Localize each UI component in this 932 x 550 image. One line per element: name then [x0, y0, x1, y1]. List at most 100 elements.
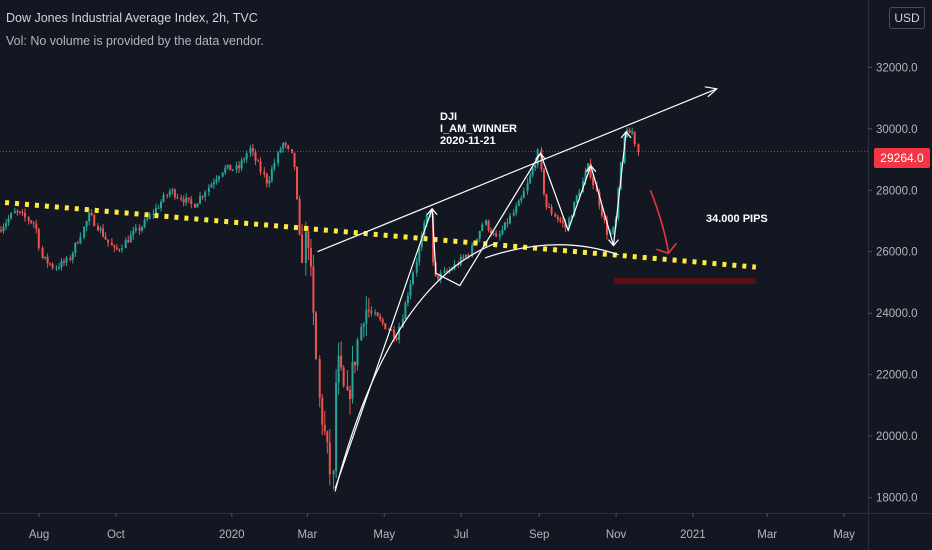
candle-body	[312, 266, 315, 313]
last-price-label: 29264.0	[874, 148, 930, 168]
candle-body	[138, 227, 141, 231]
candle-body	[587, 163, 590, 172]
candle-body	[550, 207, 553, 214]
candle-body	[485, 220, 488, 225]
candle-body	[381, 319, 384, 324]
candle-body	[459, 257, 462, 265]
candle-body	[104, 236, 107, 240]
candle-body	[13, 211, 16, 214]
candle-body	[171, 189, 174, 192]
candle-body	[249, 147, 252, 154]
zigzag-arrowhead	[585, 164, 597, 173]
candle-body	[411, 272, 414, 285]
candle-body	[520, 198, 523, 201]
candle-body	[207, 187, 210, 193]
candle-body	[376, 312, 379, 317]
candle-body	[60, 261, 63, 268]
candle-body	[360, 326, 363, 341]
candle-body	[559, 219, 562, 222]
candle-body	[120, 248, 123, 250]
candle-body	[65, 258, 68, 263]
candle-body	[367, 309, 370, 312]
candle-body	[374, 312, 377, 314]
candle-body	[508, 215, 511, 224]
candle-body	[631, 131, 634, 134]
support-curve	[334, 241, 498, 492]
candle-body	[210, 184, 213, 188]
candle-body	[18, 211, 21, 213]
candle-body	[85, 221, 88, 227]
candle-body	[437, 275, 440, 280]
candle-body	[409, 284, 412, 296]
candle-body	[162, 194, 165, 202]
candle-body	[27, 217, 30, 221]
candle-body	[291, 149, 294, 153]
candle-body	[129, 235, 132, 243]
time-tick-label: Aug	[29, 529, 49, 541]
currency-button[interactable]: USD	[889, 7, 925, 29]
candle-body	[30, 220, 33, 223]
candle-body	[273, 163, 276, 169]
candle-body	[584, 171, 587, 182]
candle-body	[51, 264, 54, 268]
candle-body	[196, 203, 199, 208]
candle-body	[41, 247, 44, 259]
candle-body	[351, 361, 354, 399]
candle-body	[301, 234, 304, 263]
candle-body	[240, 160, 243, 169]
candle-body	[217, 176, 220, 180]
candle-body	[176, 197, 179, 199]
candle-body	[415, 261, 418, 273]
candle-body	[62, 261, 65, 263]
candle-body	[99, 228, 102, 231]
candle-body	[0, 230, 2, 232]
candle-body	[548, 206, 551, 208]
price-tick-label: 32000.0	[876, 62, 918, 74]
annotation-pips[interactable]: 34.000 PIPS	[706, 213, 768, 225]
candle-body	[152, 213, 155, 215]
candle-body	[481, 224, 484, 231]
candle-body	[356, 340, 359, 366]
candle-body	[564, 223, 567, 228]
candle-body	[578, 192, 581, 196]
candle-body	[270, 168, 273, 181]
candle-body	[464, 254, 467, 258]
candle-body	[490, 230, 493, 234]
annotation-author[interactable]: I_AM_WINNER	[440, 123, 518, 135]
candle-body	[370, 311, 373, 313]
candle-body	[49, 263, 52, 265]
candle-body	[498, 234, 501, 237]
candle-body	[157, 207, 160, 209]
candle-body	[201, 196, 204, 198]
candle-body	[603, 215, 606, 221]
candle-body	[256, 160, 259, 162]
annotation-date[interactable]: 2020-11-21	[440, 135, 496, 147]
candle-body	[342, 367, 345, 386]
candle-body	[332, 471, 335, 475]
price-tick-label: 24000.0	[876, 308, 918, 320]
candle-body	[224, 167, 227, 173]
annotation-symbol[interactable]: DJI	[440, 111, 458, 123]
candle-body	[321, 397, 324, 425]
candle-body	[185, 197, 188, 203]
drawings[interactable]	[4, 86, 757, 492]
candle-body	[199, 196, 202, 204]
candle-body	[515, 206, 518, 213]
candle-body	[570, 215, 573, 219]
time-tick-label: Mar	[757, 529, 777, 541]
candle-body	[637, 143, 640, 152]
candle-body	[612, 226, 615, 234]
candle-body	[529, 175, 532, 183]
candle-body	[390, 329, 393, 331]
candle-body	[540, 149, 543, 170]
candle-body	[534, 165, 537, 168]
candle-body	[7, 218, 10, 223]
candle-body	[467, 254, 470, 256]
candle-body	[268, 180, 271, 184]
candle-body	[443, 270, 446, 273]
candle-body	[83, 226, 86, 238]
chart-title: Dow Jones Industrial Average Index, 2h, …	[6, 11, 258, 25]
candle-body	[231, 169, 234, 171]
candle-body	[401, 319, 404, 327]
